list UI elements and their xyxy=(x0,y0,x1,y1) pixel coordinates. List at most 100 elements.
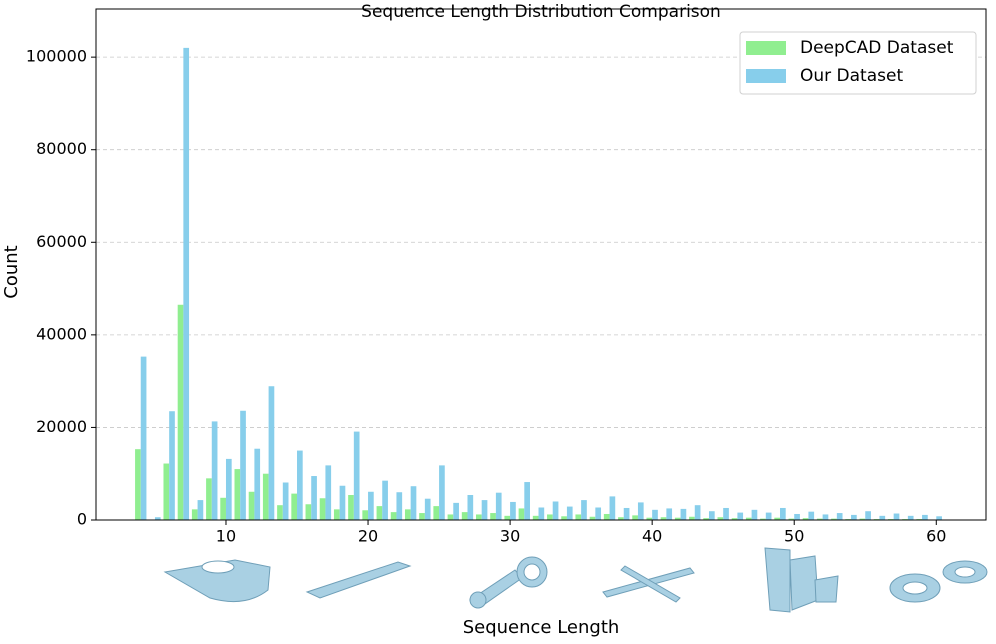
bar xyxy=(751,509,758,520)
bar xyxy=(646,517,653,520)
bar xyxy=(723,507,729,520)
cad-hole xyxy=(902,581,928,595)
cad-part xyxy=(305,561,412,599)
bar xyxy=(453,502,459,520)
bar xyxy=(461,512,468,520)
bar xyxy=(447,514,454,520)
bar xyxy=(731,518,738,520)
bar xyxy=(177,304,184,520)
cad-part xyxy=(620,565,681,603)
y-tick-label: 100000 xyxy=(26,47,87,66)
bar xyxy=(831,518,837,520)
bar xyxy=(936,516,942,520)
bar xyxy=(538,507,545,520)
bar xyxy=(510,501,516,520)
bar xyxy=(816,518,823,520)
bar xyxy=(348,495,354,520)
cad-part xyxy=(469,591,487,609)
legend-box xyxy=(739,31,977,95)
legend-label: DeepCAD Dataset xyxy=(800,38,954,58)
bar xyxy=(368,491,374,520)
bar xyxy=(504,515,511,520)
bar xyxy=(404,509,411,520)
bar xyxy=(319,498,326,520)
x-tick-label: 30 xyxy=(500,527,520,546)
x-tick-label: 60 xyxy=(926,527,946,546)
bar xyxy=(376,506,383,520)
x-tick-label: 10 xyxy=(216,527,236,546)
bar xyxy=(581,500,587,520)
bar xyxy=(561,516,567,520)
x-tick-label: 50 xyxy=(784,527,804,546)
bar xyxy=(169,411,175,520)
bar xyxy=(495,492,502,520)
cad-part xyxy=(163,559,271,603)
bar xyxy=(433,506,440,520)
bar xyxy=(140,356,147,520)
bar xyxy=(745,517,752,520)
bar xyxy=(893,513,900,520)
bar xyxy=(282,482,289,520)
bar xyxy=(694,505,701,520)
bar xyxy=(708,511,715,520)
bar xyxy=(765,512,772,520)
bar xyxy=(206,478,212,520)
bar xyxy=(135,449,141,520)
bar xyxy=(788,518,795,520)
bar xyxy=(666,508,673,520)
bar xyxy=(689,516,695,520)
bar xyxy=(262,473,269,520)
y-tick-label: 80000 xyxy=(36,139,87,158)
bar xyxy=(717,517,724,520)
cad-hole xyxy=(523,563,541,581)
legend-swatch xyxy=(746,41,786,55)
y-axis-label: Count xyxy=(1,245,22,298)
bar xyxy=(660,517,667,520)
bar xyxy=(325,465,332,520)
bar xyxy=(424,498,431,520)
bar xyxy=(467,495,474,520)
bar xyxy=(552,501,559,520)
bar xyxy=(490,513,496,520)
bar xyxy=(623,507,630,520)
y-tick-label: 40000 xyxy=(36,324,87,343)
bar xyxy=(589,516,596,520)
bar xyxy=(183,47,190,521)
bar xyxy=(674,517,681,520)
bar xyxy=(353,431,360,520)
bar xyxy=(760,518,766,520)
bar xyxy=(211,421,218,520)
y-tick-label: 60000 xyxy=(36,232,87,251)
bar xyxy=(191,509,198,520)
bar xyxy=(851,514,857,520)
bar xyxy=(703,518,709,520)
bar xyxy=(603,513,610,520)
bar xyxy=(879,515,886,520)
bar xyxy=(410,486,417,520)
legend-label: Our Dataset xyxy=(800,66,903,86)
bar xyxy=(339,485,346,520)
bar xyxy=(240,410,246,520)
bar xyxy=(277,505,283,520)
bar xyxy=(907,515,914,520)
bar xyxy=(524,482,530,520)
legend-swatch xyxy=(746,69,786,83)
bar xyxy=(254,448,261,520)
bar xyxy=(609,496,616,520)
bar xyxy=(836,513,843,520)
bar xyxy=(291,493,298,520)
bar xyxy=(518,508,525,520)
bar xyxy=(362,510,369,520)
bar xyxy=(822,514,829,520)
bar xyxy=(802,518,809,520)
cad-hole xyxy=(201,560,235,574)
bar xyxy=(808,511,815,520)
bar xyxy=(396,492,403,520)
bar xyxy=(333,509,340,520)
bar xyxy=(311,476,317,520)
y-tick-label: 0 xyxy=(77,510,87,529)
bar xyxy=(439,465,445,520)
bar xyxy=(220,497,226,520)
